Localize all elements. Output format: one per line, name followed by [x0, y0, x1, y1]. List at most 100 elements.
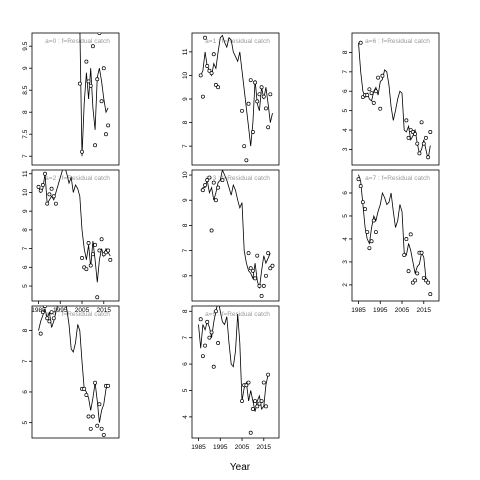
data-point — [88, 263, 93, 268]
data-point — [426, 280, 431, 285]
y-tick-label: 6 — [22, 390, 29, 394]
data-point — [367, 246, 372, 251]
data-point — [88, 83, 93, 88]
y-tick-label: 7.5 — [22, 129, 29, 138]
data-point — [356, 177, 361, 182]
data-point — [209, 71, 214, 76]
data-point — [240, 108, 244, 113]
data-point — [380, 73, 385, 78]
panel-title: a=4 : f=Residual catch — [45, 311, 110, 318]
data-point — [264, 273, 268, 278]
data-point — [213, 198, 218, 203]
y-tick-label: 9 — [182, 198, 189, 202]
data-point — [86, 241, 91, 245]
data-point — [268, 92, 273, 97]
panel-a6: a=6 : f=Residual catch 3 4 5 6 7 8 — [342, 32, 440, 166]
data-point — [205, 64, 210, 68]
y-tick-label: 8 — [182, 120, 189, 124]
data-point — [248, 78, 253, 83]
panel-frame — [191, 169, 280, 302]
panel-a7: a=7 : f=Residual catch 2 3 4 5 6 1985 1995 2005 2… — [342, 169, 440, 314]
data-point — [49, 186, 54, 191]
panel-title: a=2 : f=Residual catch — [45, 175, 110, 182]
data-point — [246, 380, 251, 385]
data-point — [45, 201, 50, 206]
data-point — [270, 263, 275, 268]
panel-title: a=3 : f=Residual catch — [205, 175, 270, 182]
fitted-line — [358, 174, 429, 283]
y-tick-label: 5 — [342, 108, 349, 112]
y-tick-label: 5 — [22, 284, 29, 288]
data-point — [240, 399, 244, 403]
data-point — [95, 423, 100, 428]
data-point — [419, 120, 424, 125]
data-point — [93, 242, 98, 247]
x-tick-label: 2005 — [395, 307, 410, 314]
data-point — [373, 230, 378, 235]
y-tick-label: 11 — [22, 170, 29, 177]
y-tick-label: 10 — [182, 71, 189, 79]
data-point — [360, 200, 365, 205]
y-tick-label: 5 — [22, 420, 29, 424]
data-point — [421, 276, 426, 280]
data-point — [242, 144, 247, 149]
data-point — [213, 82, 218, 87]
y-tick-label: 9 — [22, 209, 29, 213]
data-point — [84, 393, 89, 397]
data-point — [417, 151, 422, 156]
y-tick-label: 8 — [22, 328, 29, 332]
y-tick-label: 6 — [342, 89, 349, 93]
panels-group: a=0 : f=Residual catch 7 7.5 8 8.5 9 9.5 a=3 : … — [22, 32, 440, 451]
data-point — [255, 404, 260, 409]
data-point — [378, 106, 383, 111]
y-tick-label: 3 — [342, 147, 349, 151]
data-point — [428, 292, 433, 297]
data-point — [413, 278, 418, 283]
y-tick-label: 3 — [342, 260, 349, 264]
data-point — [415, 141, 420, 146]
y-tick-label: 2 — [342, 283, 349, 287]
data-point — [90, 414, 95, 419]
data-point — [51, 194, 56, 199]
data-point — [203, 183, 207, 188]
data-point — [369, 91, 374, 96]
data-point — [97, 248, 102, 253]
panel-title: a=1 : f=Residual catch — [205, 38, 270, 45]
data-point — [51, 316, 56, 321]
data-point — [244, 158, 249, 163]
fitted-line — [38, 170, 111, 283]
y-tick-label: 9.5 — [22, 41, 29, 50]
y-tick-label: 11 — [182, 48, 189, 55]
data-point — [43, 306, 47, 308]
y-tick-label: 5 — [342, 214, 349, 218]
x-axis-title: Year — [230, 462, 251, 473]
panel-title: a=7 : f=Residual catch — [365, 175, 430, 182]
data-point — [103, 132, 108, 137]
panel-frame — [351, 169, 440, 302]
data-point — [86, 414, 91, 419]
data-point — [93, 380, 98, 385]
data-point — [266, 372, 271, 377]
data-point — [373, 89, 378, 94]
data-point — [211, 364, 216, 369]
y-tick-label: 4 — [182, 415, 189, 419]
data-point — [90, 44, 95, 49]
y-tick-label: 8 — [22, 228, 29, 232]
y-tick-label: 7 — [22, 359, 29, 363]
y-tick-label: 10 — [182, 171, 189, 179]
data-point — [83, 166, 86, 169]
data-point — [261, 380, 266, 385]
data-point — [99, 237, 104, 242]
fitted-line — [358, 42, 431, 160]
data-point — [424, 135, 428, 140]
panel-title: a=0 : f=Residual catch — [45, 38, 110, 45]
data-point — [376, 75, 381, 80]
data-point — [250, 268, 255, 273]
data-point — [264, 404, 268, 409]
panel-a2: a=2 : f=Residual catch 5 6 7 8 9 10 11 1985 1995 2… — [22, 169, 120, 314]
x-tick-label: 1995 — [53, 307, 68, 314]
data-point — [365, 93, 370, 98]
fitted-line — [38, 306, 109, 423]
